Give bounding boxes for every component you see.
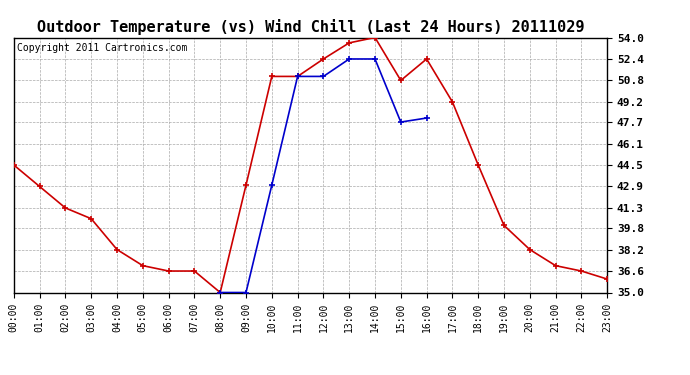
Title: Outdoor Temperature (vs) Wind Chill (Last 24 Hours) 20111029: Outdoor Temperature (vs) Wind Chill (Las… — [37, 19, 584, 35]
Text: Copyright 2011 Cartronics.com: Copyright 2011 Cartronics.com — [17, 43, 187, 52]
